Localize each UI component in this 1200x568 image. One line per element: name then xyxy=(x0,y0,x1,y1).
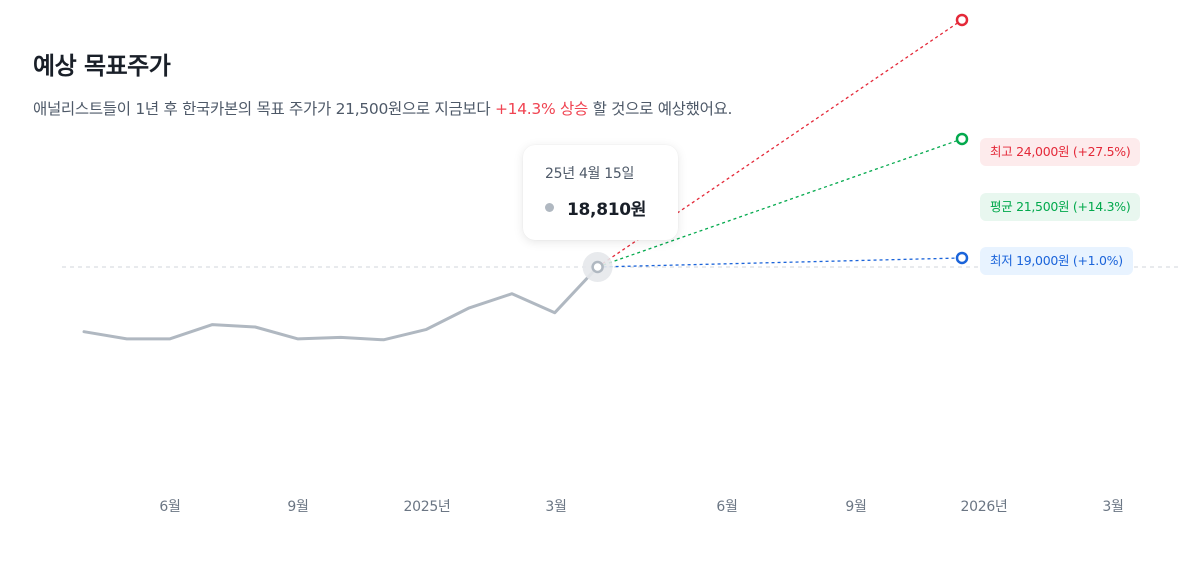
summary-text-start: 애널리스트들이 1년 후 한국카본의 목표 주가가 21,500원으로 지금보다 xyxy=(33,100,495,118)
average-target-badge: 평균 21,500원 (+14.3%) xyxy=(980,193,1141,221)
series-dot-icon xyxy=(545,203,554,212)
x-tick-label: 6월 xyxy=(159,499,181,515)
x-tick-label: 2025년 xyxy=(403,499,451,515)
high-target-badge: 최고 24,000원 (+27.5%) xyxy=(980,138,1141,166)
x-tick-label: 3월 xyxy=(545,499,567,515)
high-target-point[interactable] xyxy=(955,13,969,27)
low-target-projection xyxy=(597,257,963,268)
x-tick-label: 2026년 xyxy=(960,499,1008,515)
page-title: 예상 목표주가 xyxy=(33,52,171,80)
x-tick-label: 3월 xyxy=(1102,499,1124,515)
x-tick-label: 9월 xyxy=(845,499,867,515)
summary-text-end: 할 것으로 예상했어요. xyxy=(587,100,733,118)
average-target-projection xyxy=(597,138,963,268)
tooltip-date: 25년 4월 15일 xyxy=(545,166,635,182)
summary-highlight: +14.3% 상승 xyxy=(494,100,588,118)
x-tick-label: 6월 xyxy=(716,499,738,515)
forecast-summary: 애널리스트들이 1년 후 한국카본의 목표 주가가 21,500원으로 지금보다… xyxy=(33,97,732,119)
tooltip-value-row: 18,810원 xyxy=(545,195,678,220)
low-target-point[interactable] xyxy=(955,251,969,265)
price-tooltip: 25년 4월 15일 18,810원 xyxy=(523,145,678,240)
x-tick-label: 9월 xyxy=(287,499,309,515)
low-target-badge: 최저 19,000원 (+1.0%) xyxy=(980,247,1133,275)
current-price-point[interactable] xyxy=(591,260,604,274)
average-target-point[interactable] xyxy=(955,132,969,146)
tooltip-value: 18,810원 xyxy=(567,200,647,220)
price-history-line[interactable] xyxy=(82,265,600,342)
